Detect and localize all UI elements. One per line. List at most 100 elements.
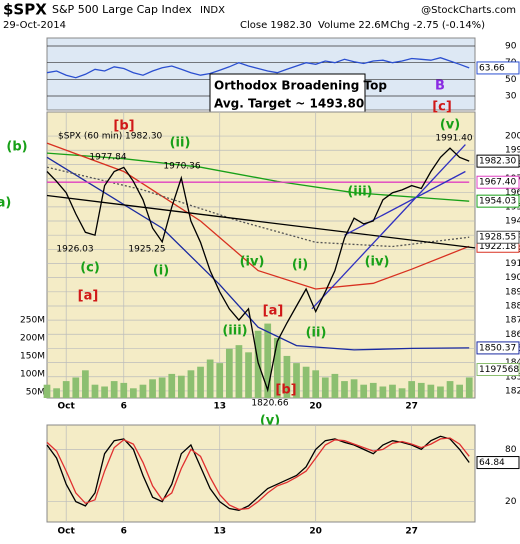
annotation: 1977.84 <box>89 153 126 163</box>
volume-bar <box>120 382 128 398</box>
volume-bar <box>149 379 156 398</box>
exchange: INDX <box>200 5 225 16</box>
volume-bar <box>427 384 435 398</box>
end-label-box <box>476 230 520 244</box>
end-label-box <box>476 61 520 75</box>
annotation: [a] <box>78 289 99 304</box>
annotation: (i) <box>153 264 169 279</box>
volume-bar <box>91 384 99 398</box>
volume-bar <box>187 370 195 398</box>
annotation: [c] <box>432 100 452 115</box>
volume-bar <box>293 363 300 398</box>
volume-bar <box>417 382 425 398</box>
x-tick-label: Oct <box>58 527 76 537</box>
volume-bar <box>283 355 291 398</box>
volume-bar <box>360 384 368 398</box>
change: Chg -2.75 (-0.14%) <box>390 20 485 31</box>
end-label: 63.66 <box>479 63 505 73</box>
y-tick-label: 90 <box>505 42 517 52</box>
y-tick-label: 50 <box>505 75 517 85</box>
y-tick-label: 80 <box>505 445 517 455</box>
annotation: (iii) <box>347 185 372 200</box>
x-tick-label: 6 <box>121 527 127 537</box>
volume-bar <box>216 363 224 398</box>
end-label-box <box>476 194 520 208</box>
volume-bar <box>398 388 406 398</box>
y-tick-label: 1990 <box>505 146 520 156</box>
volume-bar <box>456 384 464 398</box>
series-line <box>344 170 466 236</box>
volume-bar <box>437 386 444 398</box>
volume-bar <box>321 377 329 398</box>
x-tick-label: 27 <box>405 402 418 412</box>
volume-bar <box>264 323 272 398</box>
annotation: Orthodox Broadening Top <box>214 79 387 93</box>
annotation: [a] <box>263 304 284 319</box>
date: 29-Oct-2014 <box>3 20 66 31</box>
volume: Volume 22.6M <box>318 20 389 31</box>
y-tick-label: 1900 <box>505 273 520 283</box>
end-label-box <box>476 154 520 168</box>
annotation: 1820.66 <box>251 399 288 409</box>
volume-tick-label: 250M <box>20 315 45 325</box>
end-label-box <box>476 341 520 355</box>
volume-bar <box>369 382 377 398</box>
y-tick-label: 1860 <box>505 330 520 340</box>
y-tick-label: 1870 <box>505 316 520 326</box>
y-tick-label: 1890 <box>505 287 520 297</box>
volume-bar <box>72 377 80 398</box>
x-tick-label: 20 <box>309 402 322 412</box>
y-tick-label: 2000 <box>505 132 520 142</box>
annotation: [b] <box>113 119 134 134</box>
end-label: 1850.37 <box>479 343 516 353</box>
x-tick-label: 13 <box>213 527 226 537</box>
volume-bar <box>379 386 387 398</box>
volume-bar <box>177 375 185 398</box>
end-label: 1922.18 <box>479 242 516 252</box>
annotation: 1926.03 <box>56 245 93 255</box>
volume-bar <box>446 381 454 398</box>
annotation: (ii) <box>306 326 327 341</box>
volume-bar <box>158 377 166 398</box>
end-label: 64.84 <box>479 458 505 468</box>
x-tick-label: 27 <box>405 527 418 537</box>
y-tick-label: 1940 <box>505 217 520 227</box>
series-line <box>46 142 470 290</box>
annotation: (iv) <box>365 255 390 270</box>
volume-bar <box>43 384 51 398</box>
x-tick-label: 13 <box>213 402 226 412</box>
end-label: 1967.40 <box>479 178 516 188</box>
series-line <box>46 57 470 79</box>
volume-bar <box>245 352 252 398</box>
volume-bar <box>312 370 320 398</box>
volume-bar <box>62 381 70 398</box>
volume-bar <box>197 366 204 398</box>
annotation: (c) <box>80 261 100 276</box>
series-line <box>311 144 466 310</box>
annotation: (iv) <box>240 255 265 270</box>
annotation: 1925.25 <box>128 245 165 255</box>
annotation: (ii) <box>170 136 191 151</box>
symbol: $SPX <box>3 1 47 19</box>
series-line <box>46 437 470 511</box>
annotation: a) <box>0 196 11 211</box>
close: Close 1982.30 <box>240 20 312 31</box>
end-label: 1982.30 <box>479 157 516 167</box>
volume-bar <box>302 366 310 398</box>
y-tick-label: 1820 <box>505 386 520 396</box>
volume-bar <box>110 381 118 398</box>
end-label-box <box>476 456 520 470</box>
annotation: [b] <box>275 383 296 398</box>
y-tick-label: 1910 <box>505 259 520 269</box>
x-tick-label: Oct <box>58 402 76 412</box>
volume-bar <box>206 359 214 398</box>
annotation: 1970.36 <box>163 162 200 172</box>
x-tick-label: 20 <box>309 527 322 537</box>
panel-background <box>46 424 476 523</box>
series-line <box>46 152 470 202</box>
series-line <box>46 194 476 249</box>
end-label-box <box>476 175 520 189</box>
volume-bar <box>235 345 243 398</box>
end-label: 1928.55 <box>479 233 516 243</box>
